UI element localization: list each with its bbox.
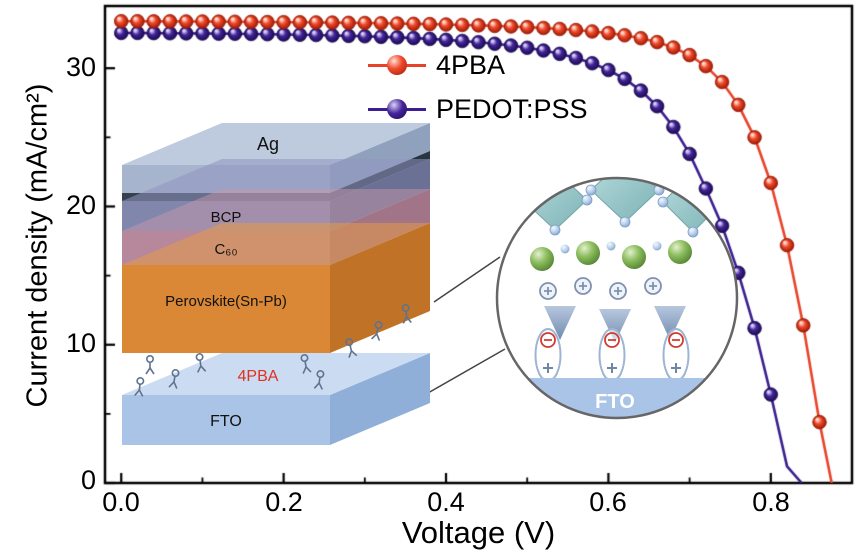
legend-line-pedotpss [368, 99, 426, 119]
legend-label-pedotpss: PEDOT:PSS [436, 93, 588, 124]
legend-item-pedotpss: PEDOT:PSS [368, 92, 588, 126]
legend-line-4pba [368, 55, 426, 75]
y-tick-label: 30 [65, 52, 96, 82]
legend-label-4pba: 4PBA [436, 49, 506, 80]
legend-item-4pba: 4PBA [368, 48, 588, 82]
legend-marker-4pba [387, 55, 407, 75]
y-tick-label: 0 [80, 465, 96, 495]
y-tick-label: 20 [65, 190, 96, 220]
x-tick-label: 0.0 [102, 487, 140, 517]
legend-marker-pedotpss [387, 99, 407, 119]
legend: 4PBA PEDOT:PSS [368, 48, 588, 126]
y-tick-label: 10 [65, 328, 96, 358]
x-tick-label: 0.8 [752, 487, 790, 517]
x-tick-label: 0.4 [427, 487, 465, 517]
x-tick-label: 0.6 [589, 487, 627, 517]
x-axis-label: Voltage (V) [401, 515, 556, 550]
y-axis-label: Current density (mA/cm²) [21, 83, 54, 408]
x-tick-label: 0.2 [265, 487, 303, 517]
